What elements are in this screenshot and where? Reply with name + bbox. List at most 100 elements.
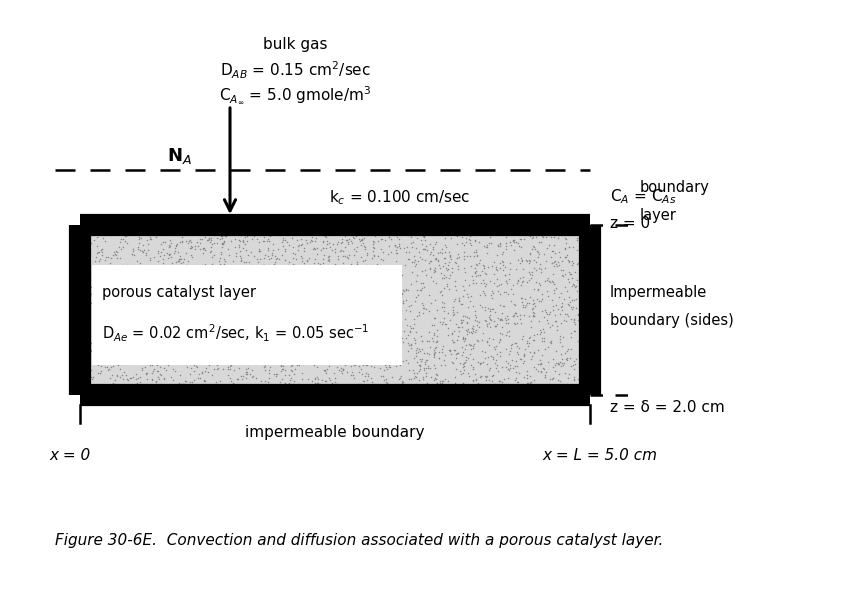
Point — [478, 316, 492, 325]
Point — [552, 293, 566, 302]
Point — [238, 327, 252, 336]
Point — [443, 345, 457, 355]
Point — [244, 261, 258, 270]
Text: impermeable boundary: impermeable boundary — [245, 425, 425, 441]
Point — [157, 363, 171, 372]
Point — [128, 383, 142, 392]
Point — [480, 230, 494, 239]
Point — [218, 308, 232, 317]
Point — [273, 284, 286, 293]
Point — [477, 241, 491, 251]
Point — [554, 252, 568, 261]
Point — [284, 279, 298, 289]
Point — [120, 238, 134, 248]
Point — [345, 337, 359, 346]
Point — [369, 316, 383, 326]
Point — [187, 276, 200, 286]
Point — [421, 290, 435, 300]
Point — [325, 336, 339, 346]
Point — [482, 312, 495, 322]
Point — [491, 366, 505, 376]
Point — [212, 266, 226, 276]
Point — [115, 358, 129, 368]
Point — [265, 248, 279, 258]
Point — [116, 235, 130, 244]
Point — [91, 271, 105, 281]
Point — [407, 230, 421, 239]
Point — [415, 336, 429, 345]
Point — [532, 237, 546, 247]
Point — [344, 297, 358, 307]
Point — [239, 373, 253, 383]
Point — [308, 373, 322, 383]
Point — [428, 313, 442, 323]
Point — [428, 343, 442, 353]
Point — [215, 264, 229, 273]
Point — [349, 273, 363, 282]
Point — [384, 362, 397, 372]
Point — [414, 253, 427, 262]
Point — [130, 374, 144, 384]
Point — [438, 234, 452, 243]
Point — [396, 337, 410, 346]
Point — [576, 258, 590, 267]
Point — [297, 359, 310, 368]
Point — [376, 264, 390, 273]
Text: z = δ = 2.0 cm: z = δ = 2.0 cm — [610, 399, 725, 415]
Point — [369, 382, 383, 392]
Point — [90, 232, 104, 242]
Point — [438, 319, 452, 329]
Point — [571, 310, 585, 319]
Point — [542, 240, 556, 250]
Point — [196, 290, 210, 299]
Point — [482, 333, 496, 343]
Point — [463, 349, 476, 359]
Point — [265, 320, 279, 330]
Point — [95, 366, 108, 375]
Point — [197, 333, 211, 342]
Point — [183, 369, 197, 379]
Point — [448, 345, 462, 355]
Point — [257, 236, 271, 245]
Point — [335, 276, 349, 285]
Point — [199, 268, 212, 277]
Point — [148, 261, 162, 271]
Point — [392, 375, 406, 384]
Point — [82, 300, 95, 309]
Point — [368, 231, 382, 241]
Point — [249, 314, 262, 323]
Point — [93, 282, 107, 291]
Point — [576, 248, 590, 258]
Point — [351, 292, 365, 301]
Point — [479, 316, 493, 326]
Point — [258, 360, 272, 369]
Point — [424, 273, 438, 282]
Point — [558, 243, 572, 253]
Point — [273, 319, 286, 329]
Point — [544, 336, 557, 346]
Point — [524, 348, 538, 357]
Point — [288, 340, 302, 350]
Point — [514, 354, 528, 363]
Point — [304, 339, 318, 348]
Point — [433, 317, 447, 326]
Point — [487, 257, 501, 267]
Point — [317, 278, 331, 287]
Point — [503, 264, 517, 274]
Point — [111, 327, 125, 337]
Point — [227, 290, 241, 299]
Point — [413, 366, 427, 376]
Point — [108, 273, 121, 283]
Point — [224, 289, 238, 298]
Point — [331, 303, 345, 313]
Point — [268, 261, 282, 270]
Point — [352, 272, 365, 281]
Point — [341, 237, 355, 247]
Point — [526, 311, 540, 320]
Point — [226, 320, 240, 330]
Point — [445, 268, 458, 277]
Point — [329, 248, 342, 257]
Point — [347, 360, 361, 370]
Point — [484, 316, 498, 325]
Point — [511, 377, 525, 386]
